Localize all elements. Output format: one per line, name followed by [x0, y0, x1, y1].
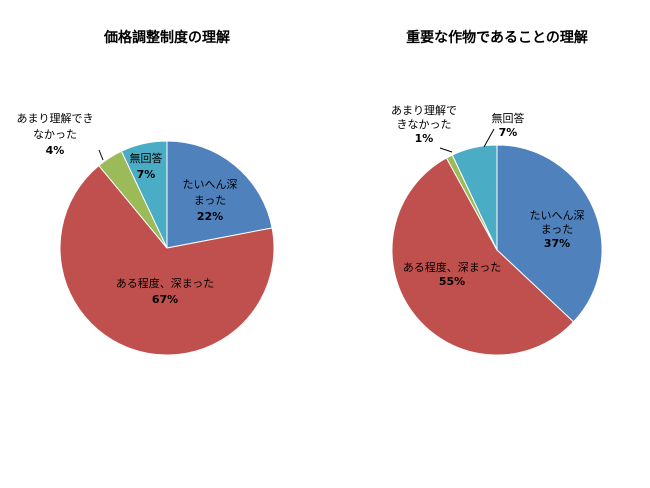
slice-label: まった — [194, 194, 227, 207]
slice-percent-label: 1% — [415, 132, 434, 145]
pie-slice-no-answer — [451, 144, 498, 251]
leader-line — [98, 149, 104, 161]
slice-percent-label: 67% — [152, 293, 178, 306]
leader-line — [439, 147, 453, 153]
slice-label: 無回答 — [492, 111, 525, 125]
slice-label: 無回答 — [130, 151, 163, 165]
leader-line — [483, 128, 495, 148]
pie-slice-deeply-understood — [166, 140, 273, 249]
pie-slice-somewhat-understood — [59, 164, 275, 356]
slice-label: きなかった — [397, 118, 452, 131]
slice-percent-label: 55% — [439, 275, 465, 288]
slice-percent-label: 7% — [499, 126, 518, 139]
slice-percent-label: 4% — [46, 144, 65, 157]
slice-percent-label: 22% — [197, 210, 223, 223]
slice-label: ある程度、深まった — [403, 260, 502, 274]
slice-label: たいへん深 — [183, 178, 238, 191]
slice-label: たいへん深 — [530, 209, 585, 222]
chart-title-left: 価格調整制度の理解 — [103, 29, 230, 46]
slice-percent-label: 7% — [137, 168, 156, 181]
slice-label: あまり理解でき — [17, 111, 94, 125]
slice-label: なかった — [33, 128, 77, 141]
slice-percent-label: 37% — [544, 237, 570, 250]
pie-slice-deeply-understood — [496, 144, 603, 323]
slice-label: ある程度、深まった — [116, 276, 215, 290]
chart-title-right: 重要な作物であることの理解 — [406, 29, 588, 46]
pie-slice-no-answer — [120, 140, 168, 249]
pie-slice-somewhat-understood — [391, 157, 575, 356]
slice-label: あまり理解で — [391, 103, 457, 117]
slice-label: まった — [541, 223, 574, 236]
